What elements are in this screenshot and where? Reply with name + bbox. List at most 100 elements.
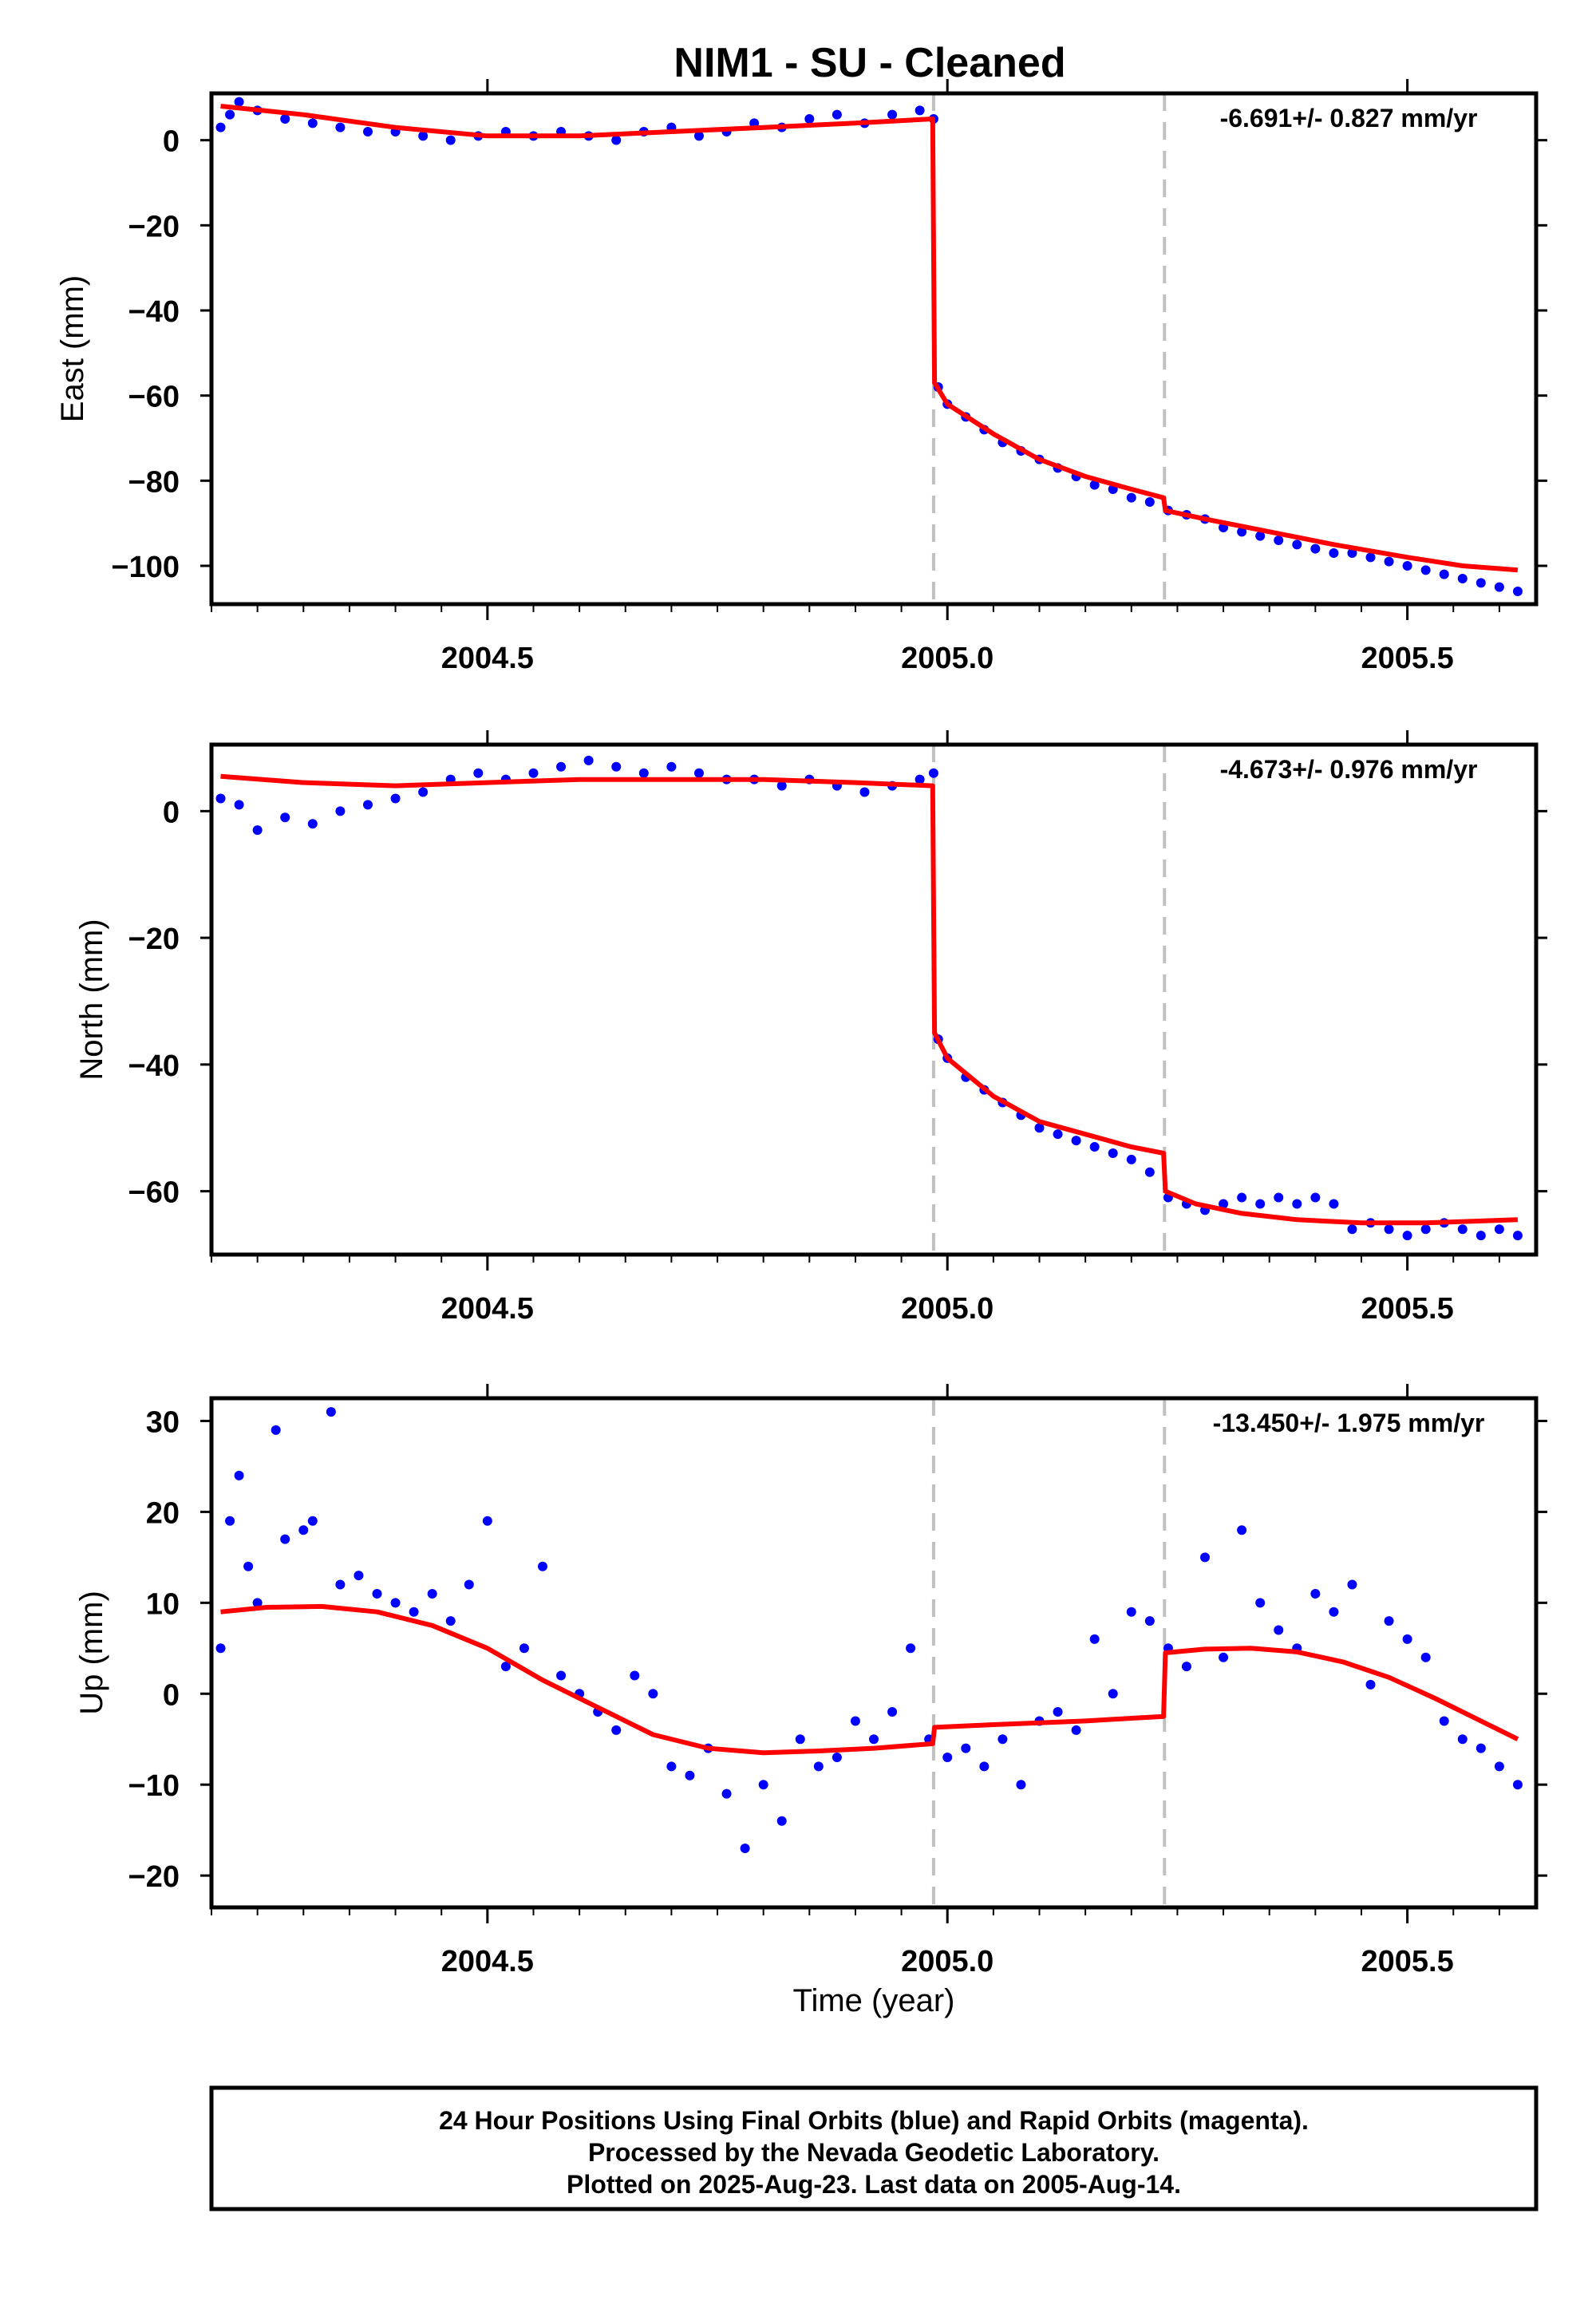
data-point xyxy=(307,819,318,829)
data-point xyxy=(1255,1199,1266,1209)
data-point xyxy=(795,1734,805,1745)
data-point xyxy=(1071,1136,1081,1146)
chart-title: NIM1 - SU - Cleaned xyxy=(674,40,1065,86)
data-point xyxy=(813,1761,824,1772)
data-point xyxy=(335,122,346,132)
data-point xyxy=(362,127,373,136)
data-point xyxy=(1200,1552,1210,1563)
data-point xyxy=(1144,1616,1155,1626)
data-point xyxy=(1034,1123,1045,1133)
data-point xyxy=(280,114,290,124)
data-point xyxy=(1255,1598,1266,1608)
data-point xyxy=(869,1734,879,1745)
data-point xyxy=(1237,1192,1247,1203)
data-point xyxy=(630,1670,640,1681)
data-point xyxy=(611,135,622,145)
data-point xyxy=(611,761,622,772)
data-point xyxy=(1384,556,1394,567)
data-point xyxy=(1512,1231,1523,1241)
data-point xyxy=(693,768,704,778)
x-tick-label: 2005.0 xyxy=(901,1292,994,1326)
data-point xyxy=(1476,1743,1486,1753)
y-axis-label: North (mm) xyxy=(74,919,109,1080)
data-point xyxy=(693,131,704,141)
data-point xyxy=(418,787,429,797)
data-point xyxy=(685,1770,695,1781)
data-point xyxy=(1457,1224,1468,1235)
y-tick-label: 10 xyxy=(146,1587,180,1621)
data-point xyxy=(215,1643,226,1654)
data-point xyxy=(354,1571,364,1581)
data-point xyxy=(859,787,870,797)
data-point xyxy=(666,761,677,772)
y-axis-label: East (mm) xyxy=(55,275,90,422)
data-point xyxy=(1016,1780,1026,1790)
rate-label: -13.450+/- 1.975 mm/yr xyxy=(1213,1409,1485,1437)
data-point xyxy=(473,768,484,778)
data-point xyxy=(1457,1734,1468,1745)
data-point xyxy=(740,1843,750,1853)
y-tick-label: −20 xyxy=(128,210,180,243)
data-point xyxy=(271,1425,281,1435)
y-axis-label: Up (mm) xyxy=(74,1591,109,1715)
data-point xyxy=(1494,1224,1504,1235)
y-tick-label: 20 xyxy=(146,1496,180,1530)
y-tick-label: −60 xyxy=(128,381,180,414)
data-point xyxy=(1053,1707,1063,1717)
data-point xyxy=(234,800,244,810)
data-point xyxy=(418,131,429,141)
data-point xyxy=(583,755,594,765)
data-point xyxy=(1144,497,1155,507)
data-point xyxy=(1219,1652,1229,1662)
data-point xyxy=(1126,1607,1136,1617)
data-point xyxy=(1255,531,1266,541)
data-point xyxy=(427,1588,437,1599)
data-point xyxy=(1420,1652,1431,1662)
data-point xyxy=(1347,1224,1357,1235)
data-point xyxy=(1108,1148,1118,1158)
data-point xyxy=(887,109,898,120)
data-point xyxy=(1457,574,1468,583)
data-point xyxy=(758,1780,768,1790)
data-point xyxy=(1108,1689,1118,1699)
data-point xyxy=(776,1816,787,1826)
data-point xyxy=(482,1516,492,1526)
data-point xyxy=(804,114,815,124)
plot-frame xyxy=(209,1396,1539,1910)
data-point xyxy=(1181,1662,1191,1672)
y-tick-label: 0 xyxy=(163,125,180,159)
y-tick-label: 30 xyxy=(146,1405,180,1439)
data-point xyxy=(1402,1634,1412,1644)
data-point xyxy=(1384,1224,1394,1235)
data-point xyxy=(1126,1154,1136,1164)
data-point xyxy=(1329,1199,1339,1209)
data-point xyxy=(1347,1579,1357,1590)
footer-box: 24 Hour Positions Using Final Orbits (bl… xyxy=(209,2085,1539,2211)
rate-label: -4.673+/- 0.976 mm/yr xyxy=(1220,755,1478,784)
data-point xyxy=(1420,1224,1431,1235)
data-point xyxy=(906,1643,916,1654)
panel-0: 0 −20 −40 −60 −80 −100 2004.5 2005.0 2005.5 East … xyxy=(55,79,1547,675)
data-point xyxy=(1310,1192,1321,1203)
data-point xyxy=(1237,527,1247,537)
data-point xyxy=(1292,539,1302,550)
data-point xyxy=(335,806,346,816)
data-point xyxy=(666,1761,677,1772)
y-tick-label: −40 xyxy=(128,295,180,329)
data-point xyxy=(1274,1192,1284,1203)
data-point xyxy=(252,1598,263,1608)
data-point xyxy=(887,1707,898,1717)
data-point xyxy=(915,105,925,116)
y-tick-label: −10 xyxy=(128,1769,180,1803)
data-point xyxy=(1402,561,1412,571)
data-point xyxy=(1494,1761,1504,1772)
panel-2: 30 20 10 0 −10 −20 2004.5 2005.0 2005.5 Up (mm) -1… xyxy=(74,1384,1547,2018)
y-tick-label: −80 xyxy=(128,465,180,499)
x-tick-label: 2005.5 xyxy=(1361,1945,1453,1978)
data-point xyxy=(556,761,567,772)
data-point xyxy=(519,1643,529,1654)
data-point xyxy=(252,825,263,836)
data-point xyxy=(1274,536,1284,545)
plot-frame xyxy=(209,742,1539,1257)
